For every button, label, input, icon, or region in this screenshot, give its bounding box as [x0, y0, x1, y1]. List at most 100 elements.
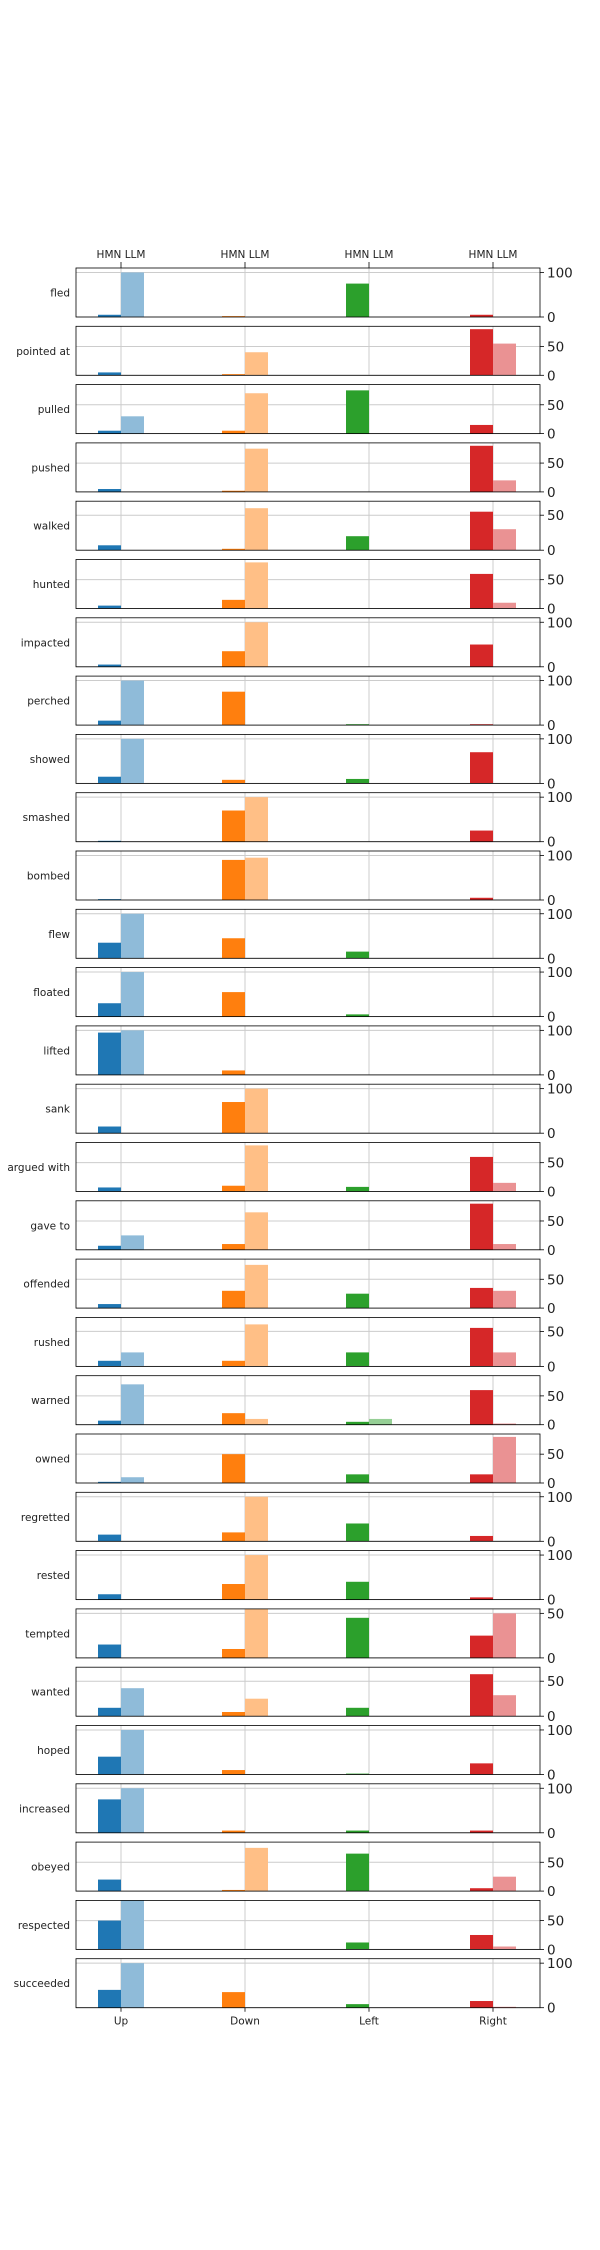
panel-frame — [75, 1550, 541, 1600]
bar-llm-down — [245, 1847, 268, 1892]
panel-showed: 0 100 showed — [30, 732, 573, 793]
y-tick-label: 100 — [547, 790, 573, 806]
row-label: succeeded — [14, 1978, 70, 1990]
bar-hmn-right — [470, 1535, 493, 1542]
bar-hmn-down — [222, 1244, 245, 1250]
bar-hmn-right — [470, 1674, 493, 1717]
bar-llm-up — [121, 1235, 144, 1250]
y-tick-label: 100 — [547, 1781, 573, 1797]
y-tick-label: 50 — [547, 339, 564, 355]
y-tick-label: 0 — [547, 1010, 556, 1026]
row-label: sank — [45, 1104, 71, 1116]
row-label: pushed — [31, 462, 70, 474]
bar-llm-right — [493, 1436, 516, 1483]
bar-hmn-down — [222, 1413, 245, 1425]
bar-llm-up — [121, 416, 144, 434]
bar-hmn-right — [470, 2001, 493, 2008]
bar-hmn-down — [222, 992, 245, 1017]
x-tick-label: Left — [359, 2016, 379, 2028]
row-label: showed — [30, 754, 70, 766]
bar-llm-right — [493, 1695, 516, 1717]
row-label: owned — [35, 1454, 70, 1466]
row-label: argued with — [7, 1162, 70, 1174]
y-tick-label: 0 — [547, 1651, 556, 1667]
bar-llm-up — [121, 1477, 144, 1483]
bar-llm-up — [121, 680, 144, 726]
bar-llm-down — [245, 562, 268, 609]
bar-llm-down — [245, 1555, 268, 1600]
bar-hmn-right — [470, 445, 493, 492]
row-label: floated — [33, 987, 70, 999]
panel-frame — [75, 734, 541, 784]
y-tick-label: 0 — [547, 1884, 556, 1900]
bar-hmn-right — [470, 1203, 493, 1250]
y-tick-label: 0 — [547, 1126, 556, 1142]
bar-hmn-right — [470, 1327, 493, 1367]
bar-hmn-up — [98, 1420, 121, 1425]
y-tick-label: 0 — [547, 1418, 556, 1434]
y-tick-label: 0 — [547, 1709, 556, 1725]
top-tick-label: HMN LLM — [221, 249, 270, 261]
panel-owned: 0 50 owned — [35, 1433, 564, 1492]
bar-hmn-up — [98, 1481, 121, 1483]
y-tick-label: 50 — [547, 573, 564, 589]
bar-hmn-up — [98, 1003, 121, 1017]
panel-frame — [75, 1491, 541, 1542]
bar-llm-down — [245, 352, 268, 376]
bar-hmn-up — [98, 1707, 121, 1717]
bar-hmn-right — [470, 724, 493, 726]
y-tick-label: 100 — [547, 848, 573, 864]
bar-hmn-right — [470, 1597, 493, 1600]
bar-hmn-left — [346, 1421, 369, 1425]
panel-frame — [75, 559, 541, 609]
row-label: fled — [50, 288, 70, 300]
bar-hmn-down — [222, 1290, 245, 1309]
panel-floated: 0 100 floated — [33, 965, 573, 1026]
panel-frame — [75, 1433, 541, 1484]
bar-llm-right — [493, 1290, 516, 1309]
panel-sank: 0 100 sank — [45, 1082, 572, 1143]
bar-hmn-up — [98, 1644, 121, 1658]
bar-hmn-down — [222, 651, 245, 667]
panel-frame — [75, 442, 541, 493]
y-tick-label: 50 — [547, 398, 564, 414]
bar-hmn-left — [346, 1617, 369, 1658]
y-tick-label: 50 — [547, 1156, 564, 1172]
bar-llm-right — [493, 343, 516, 376]
bar-hmn-up — [98, 1756, 121, 1775]
bar-hmn-down — [222, 1992, 245, 2008]
panel-frame — [75, 1783, 541, 1834]
y-tick-label: 100 — [547, 907, 573, 923]
bar-hmn-left — [346, 1773, 369, 1775]
bar-hmn-down — [222, 548, 245, 551]
bar-llm-right — [493, 480, 516, 492]
panel-gave-to: 0 50 gave to — [30, 1200, 564, 1259]
panel-frame — [75, 617, 541, 668]
panel-smashed: 0 100 smashed — [23, 790, 573, 851]
panel-frame — [75, 384, 541, 435]
panel-argued-with: 0 50 argued with — [7, 1142, 564, 1201]
panel-frame — [75, 1666, 541, 1717]
bar-hmn-up — [98, 840, 121, 842]
y-tick-label: 0 — [547, 893, 556, 909]
bar-hmn-left — [346, 778, 369, 784]
panel-frame — [75, 1025, 541, 1076]
bar-hmn-down — [222, 1532, 245, 1542]
bar-hmn-left — [346, 390, 369, 434]
y-tick-label: 0 — [547, 1243, 556, 1259]
bar-hmn-right — [470, 1763, 493, 1775]
bar-llm-right — [493, 1244, 516, 1250]
panel-frame — [75, 1958, 541, 2009]
y-tick-label: 0 — [547, 602, 556, 618]
panel-offended: 0 50 offended — [23, 1258, 564, 1317]
bar-llm-up — [121, 272, 144, 317]
bar-hmn-down — [222, 1360, 245, 1367]
panel-frame — [75, 1608, 541, 1659]
bar-hmn-left — [346, 1581, 369, 1600]
top-tick-label: HMN LLM — [345, 249, 394, 261]
bar-hmn-up — [98, 1534, 121, 1542]
row-label: smashed — [23, 812, 70, 824]
y-tick-label: 0 — [547, 660, 556, 676]
bar-hmn-up — [98, 720, 121, 726]
y-tick-label: 0 — [547, 1593, 556, 1609]
